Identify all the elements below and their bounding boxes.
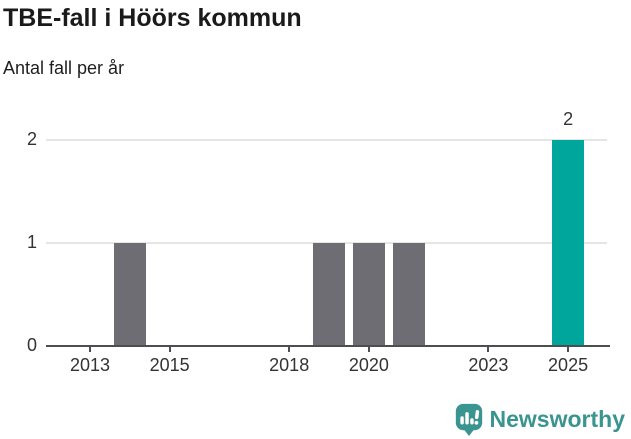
chart-title: TBE-fall i Höörs kommun: [3, 4, 302, 32]
newsworthy-logo-text: Newsworthy: [489, 406, 625, 432]
x-tick-label-2018: 2018: [269, 355, 310, 375]
x-tick-label-2025: 2025: [548, 355, 589, 375]
branding: Newsworthy: [455, 403, 625, 436]
y-axis-label-2: 2: [26, 129, 37, 149]
y-axis-label-0: 0: [26, 335, 37, 355]
bar-2019: [313, 243, 346, 346]
y-axis-label-1: 1: [26, 232, 37, 252]
newsworthy-logo-icon: [455, 403, 483, 436]
x-tick-label-2015: 2015: [149, 355, 190, 375]
x-tick-label-2013: 2013: [69, 355, 111, 375]
x-tick-2023: [487, 347, 490, 352]
x-tick-2018: [288, 347, 291, 352]
x-axis-line: [46, 345, 610, 347]
x-tick-2025: [567, 347, 570, 352]
bar-2020: [352, 243, 385, 346]
x-tick-2015: [168, 347, 171, 352]
x-tick-2020: [367, 347, 370, 352]
x-tick-label-2020: 2020: [348, 355, 389, 375]
bar-2025: [552, 140, 585, 346]
bar-2014: [113, 243, 146, 346]
x-tick-2013: [89, 347, 91, 352]
gridline-y2: [46, 139, 607, 141]
bar-2021: [392, 243, 425, 346]
chart-subtitle: Antal fall per år: [3, 58, 125, 78]
bar-value-label-2025: 2: [563, 109, 574, 129]
x-tick-label-2023: 2023: [468, 355, 509, 375]
